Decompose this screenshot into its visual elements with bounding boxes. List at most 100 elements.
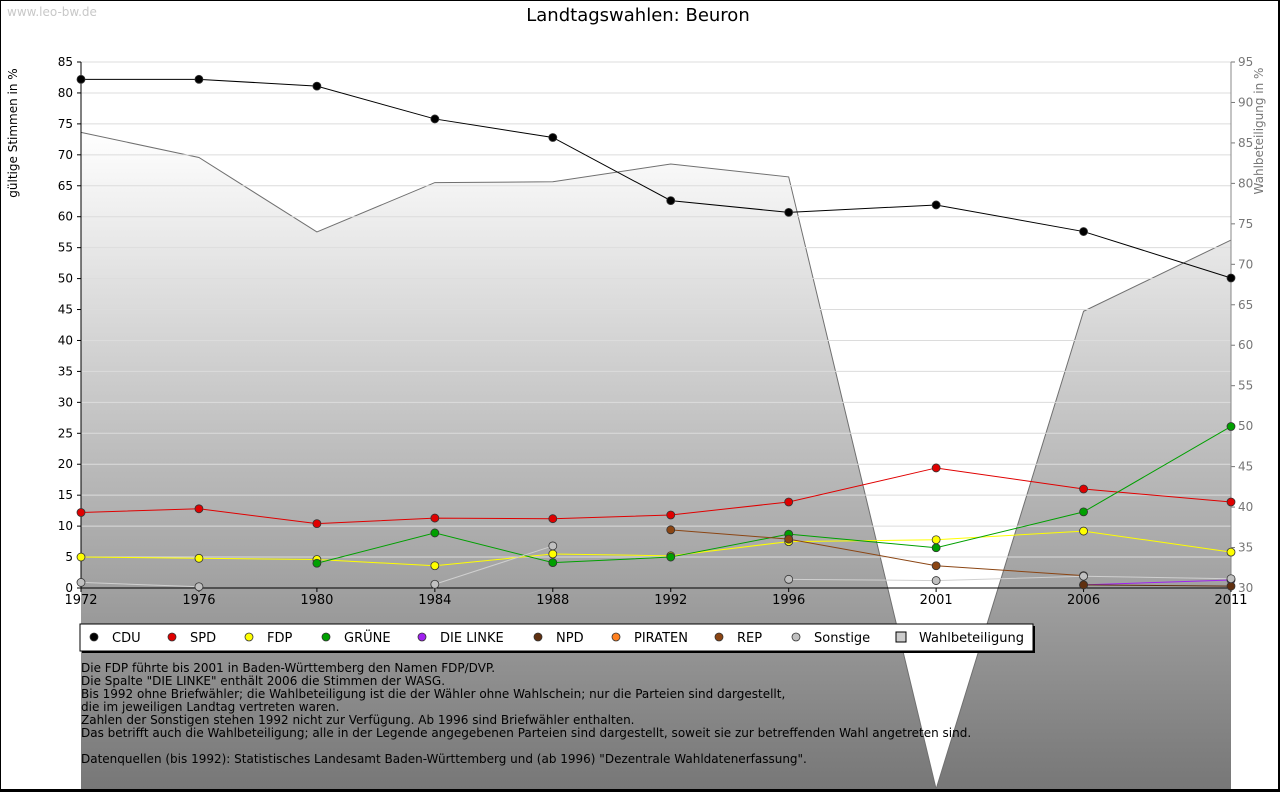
turnout-line xyxy=(80,131,1232,789)
y-tick-label: 65 xyxy=(58,179,73,193)
data-point xyxy=(430,561,440,571)
data-point xyxy=(430,579,440,589)
y2-tick-label: 30 xyxy=(1238,581,1253,595)
series-line xyxy=(316,426,1232,564)
series-line xyxy=(1083,584,1232,587)
data-point xyxy=(430,513,440,523)
notes: Die FDP führte bis 2001 in Baden-Württem… xyxy=(81,662,971,766)
data-point xyxy=(666,196,676,206)
data-point xyxy=(666,510,676,520)
y2-tick-label: 50 xyxy=(1238,419,1253,433)
data-point xyxy=(784,574,794,584)
data-point xyxy=(1079,526,1088,536)
data-point xyxy=(1079,507,1088,517)
x-tick-label: 1980 xyxy=(300,593,333,608)
y2-tick-label: 40 xyxy=(1238,500,1253,514)
y-tick-label: 75 xyxy=(58,117,73,131)
data-point xyxy=(548,558,558,568)
y2-tick-label: 85 xyxy=(1238,136,1253,150)
legend-marker xyxy=(417,632,427,642)
y2-tick-label: 60 xyxy=(1238,338,1253,352)
legend-label[interactable]: SPD xyxy=(190,631,216,646)
note-line: Die Spalte "DIE LINKE" enthält 2006 die … xyxy=(81,674,446,688)
watermark: www.leo-bw.de xyxy=(7,5,97,19)
data-point xyxy=(931,535,941,545)
y2-tick-label: 65 xyxy=(1238,298,1253,312)
legend-label[interactable]: CDU xyxy=(112,631,141,646)
series-line xyxy=(80,530,1232,567)
data-point xyxy=(931,576,941,585)
y2-tick-label: 95 xyxy=(1238,55,1253,69)
data-point xyxy=(76,552,86,562)
y-tick-label: 85 xyxy=(58,55,73,69)
data-point xyxy=(931,200,941,210)
legend-label[interactable]: Wahlbeteiligung xyxy=(919,631,1024,646)
data-point xyxy=(76,508,86,517)
chart-title: Landtagswahlen: Beuron xyxy=(526,5,749,26)
data-point xyxy=(194,504,204,514)
y-tick-label: 25 xyxy=(58,426,73,440)
legend-marker xyxy=(244,632,254,642)
series-spd xyxy=(76,463,1236,529)
y2-tick-label: 75 xyxy=(1238,217,1253,231)
series-line xyxy=(80,545,1232,588)
data-point xyxy=(1226,547,1236,557)
legend-label[interactable]: NPD xyxy=(556,631,584,646)
y-tick-label: 10 xyxy=(58,519,73,533)
x-tick-label: 1988 xyxy=(536,593,569,608)
legend-label[interactable]: Sonstige xyxy=(814,631,870,646)
data-point xyxy=(194,582,204,592)
data-point xyxy=(312,558,322,568)
y2-tick-label: 45 xyxy=(1238,460,1253,474)
data-point xyxy=(1079,484,1088,494)
y2-tick-label: 70 xyxy=(1238,257,1253,271)
legend-marker xyxy=(533,632,543,642)
y-tick-label: 15 xyxy=(58,488,73,502)
y-tick-label: 60 xyxy=(58,210,73,224)
legend-label[interactable]: PIRATEN xyxy=(634,631,688,646)
data-point xyxy=(1079,227,1088,236)
data-point xyxy=(1226,581,1236,591)
data-point xyxy=(931,561,941,571)
legend-label[interactable]: FDP xyxy=(267,631,292,646)
y-tick-label: 20 xyxy=(58,457,73,471)
note-line: Zahlen der Sonstigen stehen 1992 nicht z… xyxy=(81,713,635,727)
y-tick-label: 35 xyxy=(58,364,73,378)
data-point xyxy=(548,541,558,551)
note-line: die im jeweiligen Landtag vertreten ware… xyxy=(81,700,340,714)
data-point xyxy=(76,578,86,587)
y2-tick-label: 55 xyxy=(1238,379,1253,393)
legend-label[interactable]: GRÜNE xyxy=(344,629,391,646)
data-point xyxy=(931,463,941,473)
x-tick-label: 1992 xyxy=(654,593,687,608)
data-point xyxy=(1226,422,1236,431)
note-line: Datenquellen (bis 1992): Statistisches L… xyxy=(81,752,807,766)
data-point xyxy=(312,81,322,91)
data-point xyxy=(1226,273,1236,283)
legend-marker xyxy=(89,632,99,642)
data-point xyxy=(666,552,676,562)
legend-label[interactable]: DIE LINKE xyxy=(440,631,504,646)
data-point xyxy=(784,207,794,217)
data-point xyxy=(931,543,941,553)
series-gr-ne xyxy=(312,422,1236,568)
series-rep xyxy=(666,525,1088,581)
x-tick-label: 2011 xyxy=(1214,593,1247,608)
x-tick-label: 1996 xyxy=(772,593,805,608)
legend-marker xyxy=(791,632,801,642)
series-line xyxy=(670,529,1084,577)
series-cdu xyxy=(76,74,1236,283)
data-point xyxy=(1079,580,1088,590)
legend-label[interactable]: REP xyxy=(737,631,762,646)
data-point xyxy=(194,553,204,563)
data-point xyxy=(1226,497,1236,507)
data-point xyxy=(548,514,558,524)
data-point xyxy=(548,549,558,559)
y-tick-label: 30 xyxy=(58,395,73,409)
y-tick-label: 40 xyxy=(58,333,73,347)
note-line: Die FDP führte bis 2001 in Baden-Württem… xyxy=(81,661,496,675)
x-tick-label: 2006 xyxy=(1067,593,1100,608)
data-point xyxy=(430,114,440,124)
x-tick-label: 1984 xyxy=(418,593,451,608)
